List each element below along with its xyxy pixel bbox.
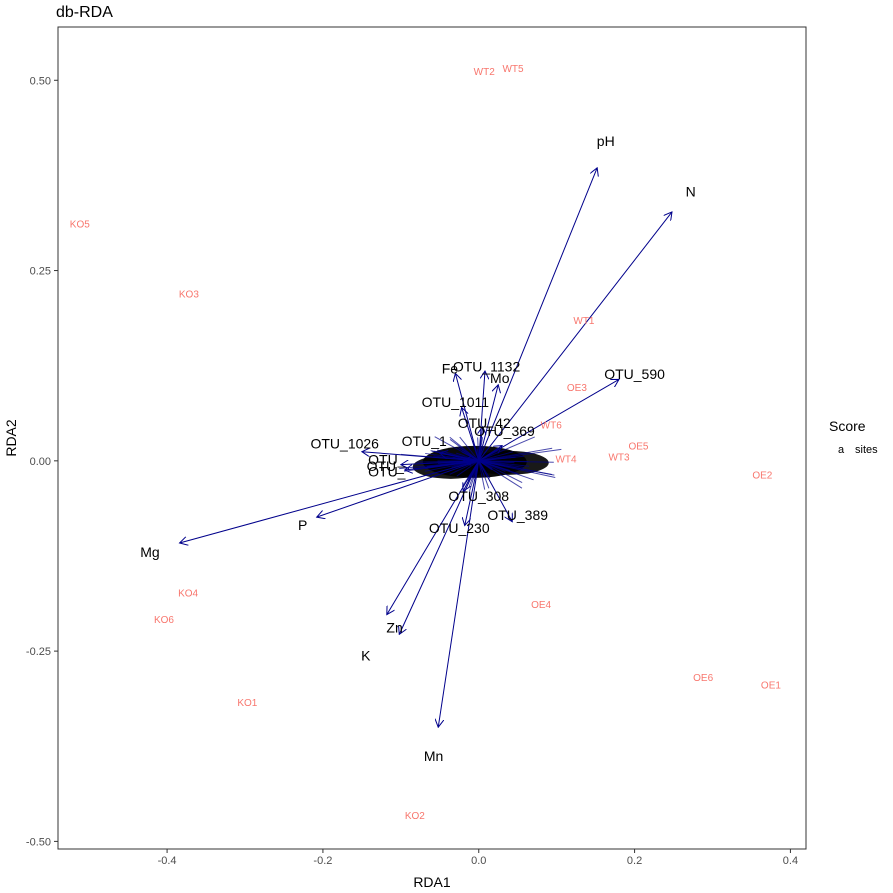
site-label: WT2 <box>474 67 496 78</box>
env-label: pH <box>597 133 615 149</box>
otu-cloud-arrow <box>478 436 535 462</box>
env-arrow <box>455 373 480 461</box>
otu-cloud-arrow <box>478 447 553 462</box>
axis-ticks: -0.4 -0.2 0.0 0.2 0.4 -0.50 -0.25 0.00 0.25 0.50 <box>26 75 798 867</box>
otu-cloud-arrow <box>478 460 523 483</box>
env-arrow <box>317 460 479 517</box>
x-axis-title: RDA1 <box>413 874 451 890</box>
otu-arrow <box>465 460 480 526</box>
otu-arrow <box>362 452 479 462</box>
otu-cloud-arrow <box>434 436 479 462</box>
y-tick-label: -0.50 <box>26 836 51 848</box>
otu-cloud-arrow <box>478 460 486 490</box>
x-tick-label: 0.2 <box>627 855 642 867</box>
otu-label: OTU_590 <box>604 366 665 382</box>
env-label: Fe <box>442 361 459 377</box>
otu-label: OTU_308 <box>448 488 509 504</box>
chart-title: db-RDA <box>56 4 113 21</box>
x-tick-label: -0.4 <box>158 855 177 867</box>
x-tick-label: -0.2 <box>313 855 332 867</box>
env-label: N <box>686 183 696 199</box>
otu-cloud-arrow <box>478 460 534 481</box>
otu-cloud-arrow <box>478 455 525 462</box>
site-label: OE4 <box>531 600 551 611</box>
x-tick-label: 0.4 <box>783 855 798 867</box>
otu-arrow <box>440 453 479 462</box>
env-arrow <box>438 460 480 727</box>
otu-arrow <box>478 446 502 462</box>
site-label: WT5 <box>502 64 524 75</box>
otu-arrow <box>478 385 498 461</box>
env-arrow <box>180 460 479 543</box>
otu-label: OTU_1132 <box>453 358 521 374</box>
site-label: OE6 <box>693 673 713 684</box>
site-label: OE3 <box>567 383 587 394</box>
site-label: WT6 <box>541 420 563 431</box>
legend: Score a sites <box>829 418 878 456</box>
env-label: K <box>361 648 371 664</box>
env-arrow <box>478 371 485 461</box>
site-points: WT2 WT5 KO5 KO3 WT1 OE3 WT6 OE5 WT4 WT3 OE2 OE4 KO4 K… <box>70 64 782 822</box>
otu-label: OTU_ <box>367 458 405 474</box>
env-label: Mo <box>490 370 510 386</box>
y-tick-label: 0.50 <box>30 75 51 87</box>
otu-arrow <box>479 427 483 461</box>
otu-label: OTU_369 <box>474 423 535 439</box>
y-tick-label: 0.00 <box>30 456 51 468</box>
otu-cloud-arrow <box>478 460 525 468</box>
site-label: KO5 <box>70 219 90 230</box>
legend-label-sites: sites <box>855 444 878 456</box>
otu-label: OTU_ <box>368 451 406 467</box>
otu-label: OTU_1 <box>402 433 447 449</box>
otu-label: OTU_1011 <box>422 394 490 410</box>
vector-arrows <box>180 168 672 727</box>
otu-label: OTU_1026 <box>310 435 379 451</box>
otu-cloud-arrow <box>459 436 480 462</box>
site-label: KO4 <box>178 589 198 600</box>
otu-cloud-arrow <box>478 451 514 462</box>
site-label: OE5 <box>628 442 648 453</box>
plot-panel <box>57 26 807 850</box>
env-label: Zn <box>386 620 402 636</box>
otu-cloud-arrow <box>478 460 493 470</box>
site-label: KO1 <box>237 698 257 709</box>
site-label: KO6 <box>154 615 174 626</box>
site-label: OE2 <box>752 471 772 482</box>
site-label: OE1 <box>761 681 781 692</box>
env-arrow <box>478 168 597 462</box>
otu-label: OTU_389 <box>487 507 548 523</box>
site-label: WT4 <box>555 455 577 466</box>
y-axis-title: RDA2 <box>3 419 19 457</box>
otu-arrow <box>462 408 480 461</box>
otu-cloud-arrow <box>449 436 480 462</box>
otu-label: OTU_230 <box>429 520 490 536</box>
site-label: KO3 <box>179 289 199 300</box>
env-label: P <box>298 517 307 533</box>
site-label: WT3 <box>608 452 630 463</box>
otu-cloud-arrow <box>456 460 480 477</box>
otu-label: OTU_42 <box>458 415 511 431</box>
vector-labels: pH N Mg P Zn K Mn Fe Mo OTU_590 OTU_1132 OTU_1011 OT… <box>140 133 696 764</box>
legend-title: Score <box>829 418 866 434</box>
y-tick-label: 0.25 <box>30 266 51 278</box>
legend-key: a <box>838 444 845 456</box>
env-arrow <box>478 212 672 462</box>
x-tick-label: 0.0 <box>471 855 486 867</box>
site-label: WT1 <box>573 316 595 327</box>
env-label: Mg <box>140 544 159 560</box>
otu-arrow <box>463 460 480 491</box>
env-label: Mn <box>424 748 443 764</box>
otu-label: OTU_ <box>368 463 406 479</box>
otu-cloud-arrow <box>478 460 554 463</box>
otu-arrow <box>478 460 513 522</box>
y-tick-label: -0.25 <box>26 646 51 658</box>
site-label: KO2 <box>405 811 425 822</box>
otu-cloud-arrow <box>449 460 479 475</box>
